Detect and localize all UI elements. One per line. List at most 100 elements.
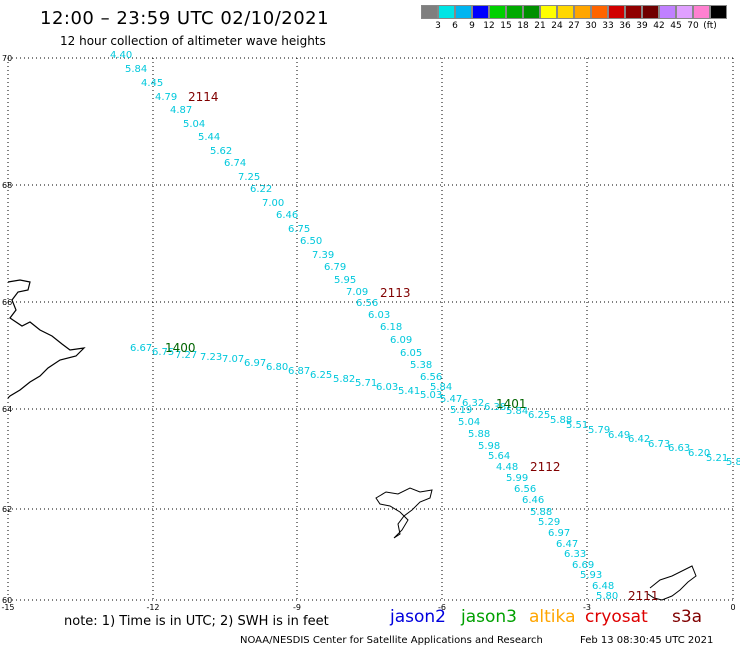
track-a-values: 4.40 5.84 4.45 4.79 4.87 5.04 5.44 5.626.74 7.25… <box>110 50 618 602</box>
wave-height-label-a: 6.56 <box>514 484 536 495</box>
legend-swatch <box>574 5 591 19</box>
wave-height-label-b: 5.84 <box>506 406 528 417</box>
track-b-values: 6.67 6.75 7.27 7.23 7.07 6.97 6.80 6.87 6.25 5.82… <box>130 343 740 468</box>
track-pass-label: 1400 <box>165 341 196 355</box>
lon-tick-label: 0 <box>730 603 735 612</box>
track-pass-label: 2111 <box>628 589 659 603</box>
wave-height-label-b: 6.25 <box>528 410 550 421</box>
track-labels: 2114 2113 1400 1401 2112 2111 <box>165 90 659 603</box>
wave-height-label-a: 7.00 <box>262 198 284 209</box>
wave-height-label-a: 5.47 <box>440 394 462 405</box>
wave-height-label-b: 5.88 <box>550 415 572 426</box>
wave-height-label-b: 6.32 <box>462 398 484 409</box>
wave-height-label-a: 4.48 <box>496 462 518 473</box>
legend-swatch <box>540 5 557 19</box>
legend-swatch <box>676 5 693 19</box>
land-outlines <box>7 279 697 601</box>
wave-height-label-a: 7.25 <box>238 172 260 183</box>
legend-label: (ft) <box>703 21 717 31</box>
note-text: note: 1) Time is in UTC; 2) SWH is in fe… <box>64 614 329 629</box>
faroe-islands <box>375 487 433 539</box>
legend-label: 15 <box>500 21 512 31</box>
lat-tick-label: 66 <box>2 298 12 307</box>
credit-text: NOAA/NESDIS Center for Satellite Applica… <box>240 635 543 646</box>
legend-swatch <box>693 5 710 19</box>
satellite-name: jason3 <box>461 607 517 627</box>
track-pass-label: 2114 <box>188 90 219 104</box>
lat-tick-label: 60 <box>2 596 12 605</box>
legend-swatch <box>625 5 642 19</box>
wave-height-label-b: 6.67 <box>130 343 152 354</box>
wave-height-label-a: 5.88 <box>530 507 552 518</box>
legend-swatch <box>489 5 506 19</box>
legend-swatch <box>472 5 489 19</box>
wave-height-label-a: 6.18 <box>380 322 402 333</box>
legend-swatch <box>421 5 438 19</box>
legend-label: 3 <box>435 21 441 31</box>
wave-height-label-a: 6.79 <box>324 262 346 273</box>
wave-height-label-a: 5.98 <box>478 441 500 452</box>
grid-lines <box>7 57 734 601</box>
legend-label: 30 <box>585 21 597 31</box>
wave-height-label-a: 5.62 <box>210 146 232 157</box>
wave-height-label-a: 4.87 <box>170 105 192 116</box>
legend-swatches <box>421 5 727 19</box>
satellite-name: cryosat <box>585 607 648 627</box>
legend-label: 18 <box>517 21 529 31</box>
legend-label: 27 <box>568 21 580 31</box>
wave-height-label-a: 6.46 <box>522 495 544 506</box>
wave-height-label-a: 5.64 <box>488 451 510 462</box>
legend-label: 12 <box>483 21 495 31</box>
wave-height-label-a: 6.97 <box>548 528 570 539</box>
legend-label: 6 <box>452 21 458 31</box>
wave-height-label-a: 7.09 <box>346 287 368 298</box>
satellite-name: altika <box>529 607 576 627</box>
wave-height-label-a: 6.33 <box>564 549 586 560</box>
wave-height-label-b: 5.79 <box>588 425 610 436</box>
wave-height-label-a: 6.22 <box>250 184 272 195</box>
wave-height-label-b: 6.42 <box>628 434 650 445</box>
legend-label: 42 <box>653 21 665 31</box>
wave-height-label-a: 6.74 <box>224 158 246 169</box>
wave-height-label-b: 5.51 <box>566 420 588 431</box>
wave-height-label-b: 6.25 <box>310 370 332 381</box>
legend-label: 39 <box>636 21 648 31</box>
legend-label: 9 <box>469 21 475 31</box>
wave-height-label-a: 6.47 <box>556 539 578 550</box>
wave-height-label-b: 6.75 <box>152 347 174 358</box>
legend-label: 24 <box>551 21 563 31</box>
axis-labels: 70 68 66 64 62 60-15 -12 -9 -6 -3 0 <box>1 54 735 612</box>
track-pass-label: 2113 <box>380 286 411 300</box>
satellite-name: jason2 <box>390 607 446 627</box>
wave-height-label-a: 5.80 <box>596 591 618 602</box>
track-pass-label: 2112 <box>530 460 561 474</box>
satellite-name: s3a <box>672 607 703 627</box>
wave-height-label-a: 5.29 <box>538 517 560 528</box>
wave-height-label-a: 6.56 <box>356 298 378 309</box>
wave-height-label-a: 5.99 <box>506 473 528 484</box>
wave-height-label-a: 6.56 <box>420 372 442 383</box>
wave-height-label-a: 5.93 <box>580 570 602 581</box>
legend-swatch <box>591 5 608 19</box>
wave-height-label-b: 7.23 <box>200 352 222 363</box>
wave-height-label-a: 4.79 <box>155 92 177 103</box>
generated-timestamp: Feb 13 08:30:45 UTC 2021 <box>580 635 714 646</box>
legend-swatch <box>438 5 455 19</box>
legend-swatch <box>455 5 472 19</box>
wave-height-label-b: 6.80 <box>266 362 288 373</box>
wave-height-label-b: 6.49 <box>608 430 630 441</box>
wave-height-label-a: 6.50 <box>300 236 322 247</box>
legend-swatch <box>506 5 523 19</box>
wave-height-label-b: 6.87 <box>288 366 310 377</box>
lat-tick-label: 64 <box>2 405 12 414</box>
lon-tick-label: -15 <box>1 603 14 612</box>
wave-height-label-a: 6.75 <box>288 224 310 235</box>
wave-height-label-a: 7.39 <box>312 250 334 261</box>
legend-swatch <box>523 5 540 19</box>
wave-height-label-b: 5.03 <box>420 390 442 401</box>
wave-height-label-b: 7.07 <box>222 354 244 365</box>
wave-height-label-a: 5.04 <box>458 417 480 428</box>
norway-coast <box>647 565 697 601</box>
wave-height-label-b: 5.21 <box>706 453 728 464</box>
